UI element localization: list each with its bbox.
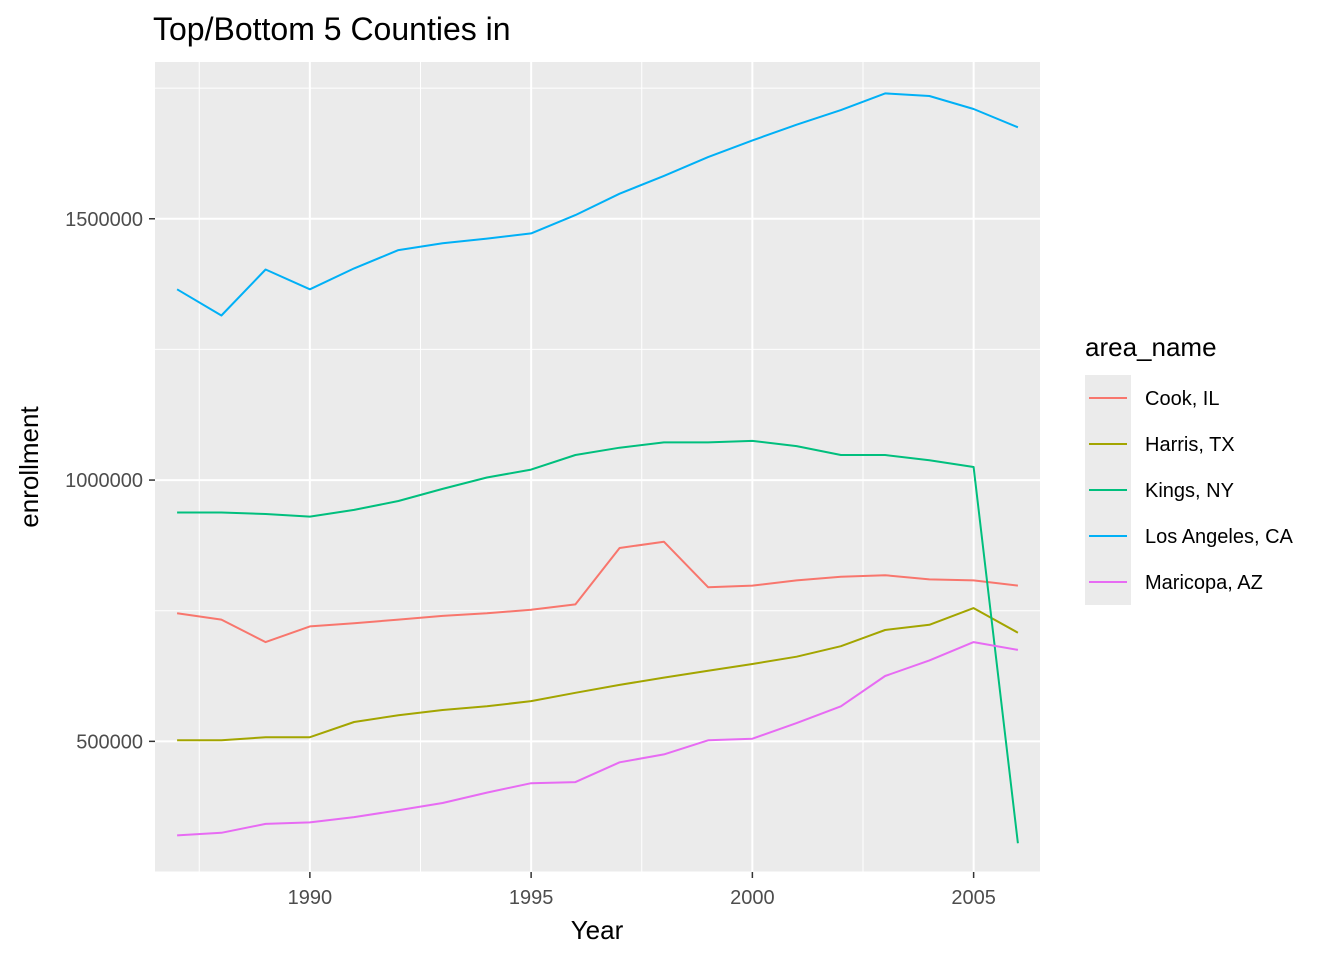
x-tick-label: 1990 [288, 887, 333, 909]
grid-minor [155, 62, 1040, 873]
x-axis-label: Year [571, 915, 624, 945]
y-tick-label: 1500000 [65, 209, 143, 231]
y-tick-label: 500000 [76, 731, 143, 753]
x-axis: 1990 1995 2000 2005 [288, 872, 996, 909]
series-line-0 [176, 540, 1019, 644]
x-tick-label: 2005 [951, 887, 996, 909]
legend-title: area_name [1085, 332, 1217, 362]
series-line-3 [176, 92, 1019, 317]
legend-label: Harris, TX [1145, 434, 1235, 456]
x-tick-label: 2000 [730, 887, 775, 909]
y-axis-label: enrollment [14, 406, 44, 528]
grid-major [155, 62, 1040, 872]
series-lines [176, 92, 1019, 844]
legend-items: Cook, IL Harris, TX Kings, NY Los Angeles, … [1089, 388, 1294, 594]
series-line-2 [177, 439, 1019, 844]
y-tick-label: 1000000 [65, 470, 143, 492]
legend-label: Los Angeles, CA [1145, 526, 1294, 548]
series-line-4 [177, 641, 1019, 837]
series-line-1 [177, 607, 1019, 742]
legend-label: Cook, IL [1145, 388, 1219, 410]
y-axis: 500000 1000000 1500000 [65, 209, 155, 753]
legend-label: Kings, NY [1145, 480, 1234, 502]
legend-label: Maricopa, AZ [1145, 572, 1263, 594]
legend: area_name Cook, IL Harris, TX Kings, NY Los… [1085, 332, 1294, 605]
chart-title: Top/Bottom 5 Counties in [153, 11, 511, 47]
plot-panel [155, 62, 1040, 872]
x-tick-label: 1995 [509, 887, 554, 909]
